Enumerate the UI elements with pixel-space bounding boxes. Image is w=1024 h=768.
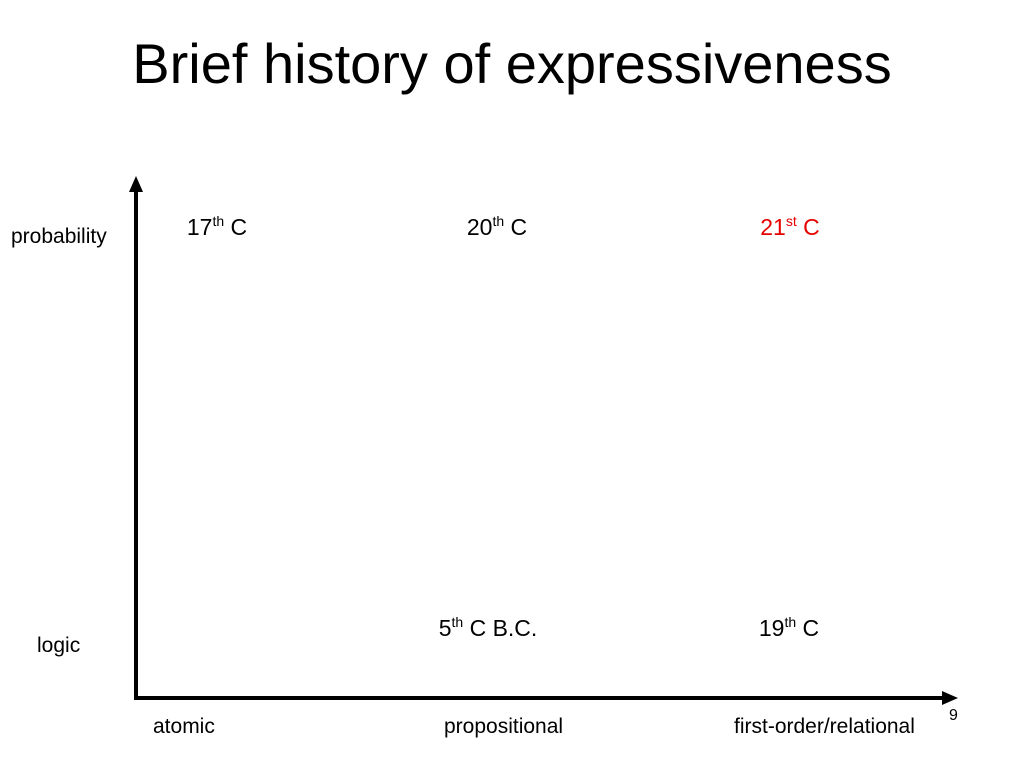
- cell-logic-first-order: 19th C: [759, 614, 819, 642]
- century-rest: C: [224, 214, 248, 240]
- ordinal-suffix: th: [451, 614, 464, 630]
- century-number: 5: [438, 615, 452, 641]
- cell-logic-propositional: 5th C B.C.: [439, 614, 538, 642]
- x-label-atomic: atomic: [153, 715, 215, 738]
- x-label-first-order-relational: first-order/relational: [734, 715, 915, 738]
- x-label-propositional: propositional: [444, 715, 564, 738]
- ordinal-suffix: th: [784, 614, 797, 630]
- century-number: 19: [758, 615, 785, 641]
- ordinal-suffix: st: [785, 213, 797, 229]
- slide-title: Brief history of expressiveness: [132, 32, 892, 95]
- y-axis-arrowhead: [129, 176, 143, 192]
- century-rest: C: [796, 214, 820, 240]
- century-rest: C: [796, 615, 820, 641]
- century-rest: C B.C.: [463, 615, 538, 641]
- century-rest: C: [504, 214, 528, 240]
- ordinal-suffix: th: [492, 213, 505, 229]
- century-number: 17: [186, 214, 213, 240]
- cell-probability-first-order: 21st C: [760, 213, 819, 241]
- cell-probability-atomic: 17th C: [187, 213, 247, 241]
- cell-probability-propositional: 20th C: [467, 213, 527, 241]
- y-label-logic: logic: [37, 634, 81, 657]
- y-label-probability: probability: [11, 225, 107, 248]
- century-number: 20: [466, 214, 493, 240]
- century-number: 21: [760, 214, 786, 240]
- page-number: 9: [949, 707, 958, 724]
- x-axis-arrowhead: [942, 691, 958, 705]
- ordinal-suffix: th: [212, 213, 225, 229]
